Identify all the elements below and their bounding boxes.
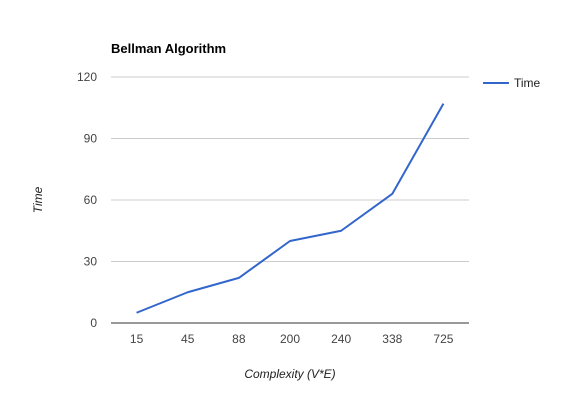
chart-title: Bellman Algorithm (111, 41, 226, 56)
x-tick-label-240: 240 (331, 332, 351, 346)
x-tick-label-725: 725 (433, 332, 453, 346)
y-axis-label: Time (31, 186, 45, 213)
x-tick-label-200: 200 (280, 332, 300, 346)
gridlines (111, 77, 469, 262)
x-tick-label-15: 15 (130, 332, 144, 346)
y-axis-ticks: 0 30 60 90 120 (77, 70, 97, 330)
x-axis-label: Complexity (V*E) (244, 367, 335, 381)
legend: Time (483, 76, 541, 90)
y-tick-label-0: 0 (90, 316, 97, 330)
x-tick-label-45: 45 (181, 332, 195, 346)
legend-label-time: Time (514, 76, 541, 90)
y-tick-label-90: 90 (84, 132, 98, 146)
y-tick-label-120: 120 (77, 70, 97, 84)
series-line-time (137, 104, 444, 313)
series-layer (136, 104, 443, 313)
x-axis-ticks: 15 45 88 200 240 338 725 (130, 332, 454, 346)
x-tick-label-338: 338 (382, 332, 402, 346)
y-tick-label-60: 60 (84, 193, 98, 207)
y-tick-label-30: 30 (84, 255, 98, 269)
x-tick-label-88: 88 (232, 332, 246, 346)
